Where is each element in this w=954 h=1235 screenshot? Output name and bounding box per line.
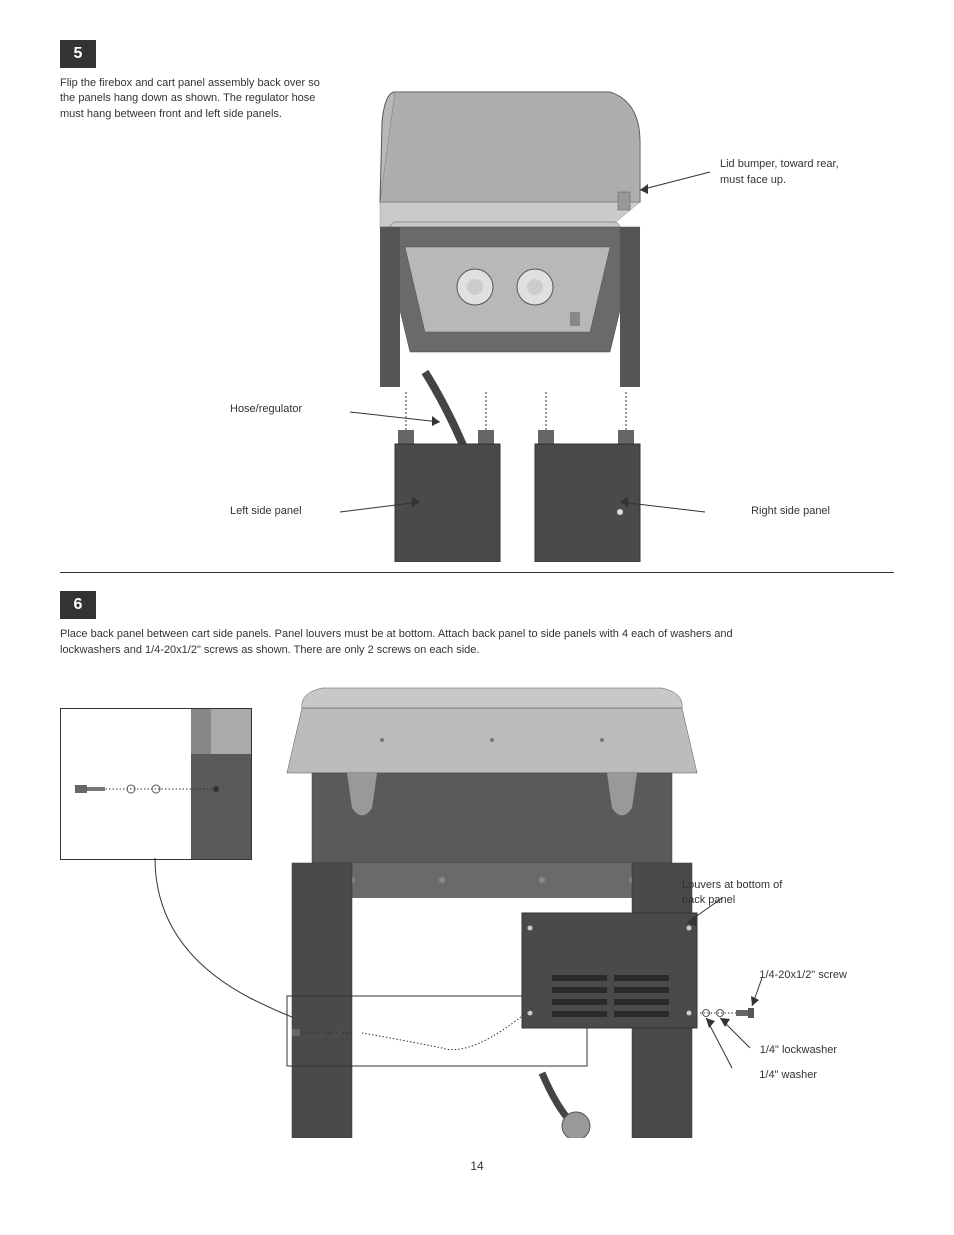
label-right-panel: Right side panel (751, 504, 830, 519)
label-left-panel: Left side panel (230, 504, 302, 519)
label-screw: 1/4-20x1/2" screw (759, 968, 847, 983)
step-6-number: 6 (74, 594, 83, 616)
step-6-text: Place back panel between cart side panel… (60, 627, 760, 658)
label-washer: 1/4" washer (759, 1068, 817, 1083)
label-hose-regulator: Hose/regulator (230, 402, 302, 417)
step-5-section: 5 Flip the firebox and cart panel assemb… (60, 40, 894, 562)
label-lockwasher: 1/4" lockwasher (760, 1043, 837, 1058)
step-6-inset (60, 708, 252, 860)
step-6-figure-wrap: Louvers at bottom of back panel 1/4-20x1… (60, 678, 894, 1138)
step-6-section: 6 Place back panel between cart side pan… (60, 591, 894, 1138)
step-6-number-box: 6 (60, 591, 96, 619)
step-5-illustration (310, 72, 730, 562)
label-louvers: Louvers at bottom of back panel (682, 878, 802, 909)
step-6-figure: Louvers at bottom of back panel 1/4-20x1… (242, 678, 762, 1138)
step-5-number: 5 (74, 43, 83, 65)
section-divider (60, 572, 894, 573)
page-number: 14 (60, 1158, 894, 1175)
step-5-figure: Lid bumper, toward rear, must face up. H… (310, 72, 730, 562)
inset-illustration (61, 709, 251, 859)
label-lid-bumper: Lid bumper, toward rear, must face up. (720, 157, 850, 188)
step-5-number-box: 5 (60, 40, 96, 68)
step-5-text: Flip the firebox and cart panel assembly… (60, 76, 320, 122)
